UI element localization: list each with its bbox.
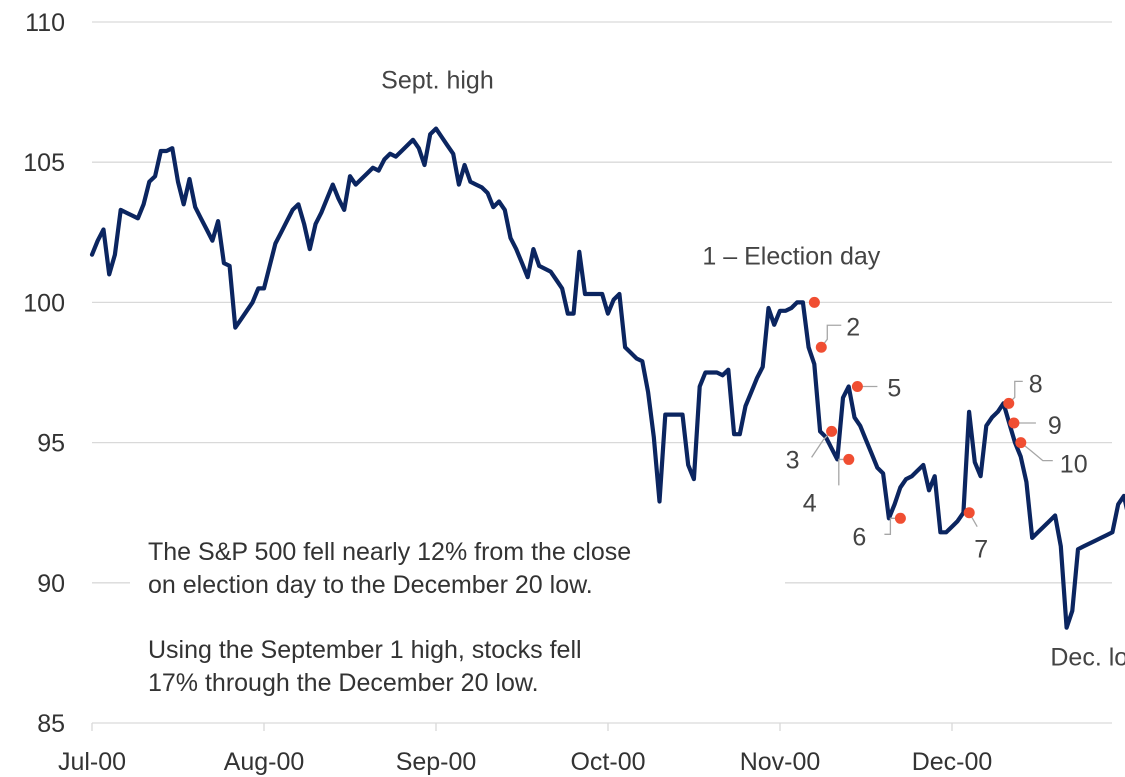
event-marker: [815, 341, 827, 353]
x-tick-label: Dec-00: [912, 748, 993, 776]
annotation-label: 7: [974, 536, 988, 564]
event-marker: [963, 507, 975, 519]
annotation-label: 1 – Election day: [702, 242, 880, 270]
y-tick-label: 105: [23, 149, 65, 177]
event-marker: [808, 296, 820, 308]
annotation-label: 5: [887, 375, 901, 403]
annotation-label: 8: [1029, 370, 1043, 398]
note-line: Using the September 1 high, stocks fell: [148, 636, 582, 664]
event-marker: [1008, 417, 1020, 429]
y-tick-label: 90: [37, 570, 65, 598]
y-tick-label: 85: [37, 710, 65, 738]
y-tick-label: 100: [23, 289, 65, 317]
annotation-label: 10: [1060, 451, 1088, 479]
annotations: Sept. high 1 – Election day 2 34 5 6 7 89 10 Dec.…: [381, 67, 1125, 672]
event-marker: [851, 381, 863, 393]
y-tick-label: 95: [37, 430, 65, 458]
note-line: The S&P 500 fell nearly 12% from the clo…: [148, 538, 631, 566]
event-marker: [843, 453, 855, 465]
x-tick-label: Sep-00: [396, 748, 477, 776]
series-line: [89, 126, 1125, 630]
note-line: 17% through the December 20 low.: [148, 669, 539, 697]
annotation-label: Dec. low: [1050, 644, 1125, 672]
event-marker: [1015, 437, 1027, 449]
annotation-label: 2: [846, 313, 860, 341]
annotation-label: Sept. high: [381, 67, 494, 95]
annotation-leader: [1020, 442, 1053, 462]
note-line: on election day to the December 20 low.: [148, 571, 593, 599]
x-tick-label: Nov-00: [740, 748, 821, 776]
event-marker: [826, 425, 838, 437]
annotation-label: 3: [786, 446, 800, 474]
annotation-label: 6: [852, 523, 866, 551]
y-tick-label: 110: [25, 9, 65, 37]
x-tick-label: Oct-00: [570, 748, 645, 776]
series-layer: [89, 126, 1125, 630]
annotation-label: 4: [803, 489, 817, 517]
event-marker: [1003, 397, 1015, 409]
notes: The S&P 500 fell nearly 12% from the clo…: [130, 528, 785, 703]
x-tick-label: Jul-00: [58, 748, 126, 776]
event-marker: [894, 512, 906, 524]
axes: 85 90 95 100 105 110 Jul-00 Aug-00 Sep-00 Oct-00 N…: [23, 9, 992, 776]
notes-background: [130, 528, 785, 703]
annotation-label: 9: [1048, 412, 1062, 440]
x-tick-label: Aug-00: [224, 748, 305, 776]
